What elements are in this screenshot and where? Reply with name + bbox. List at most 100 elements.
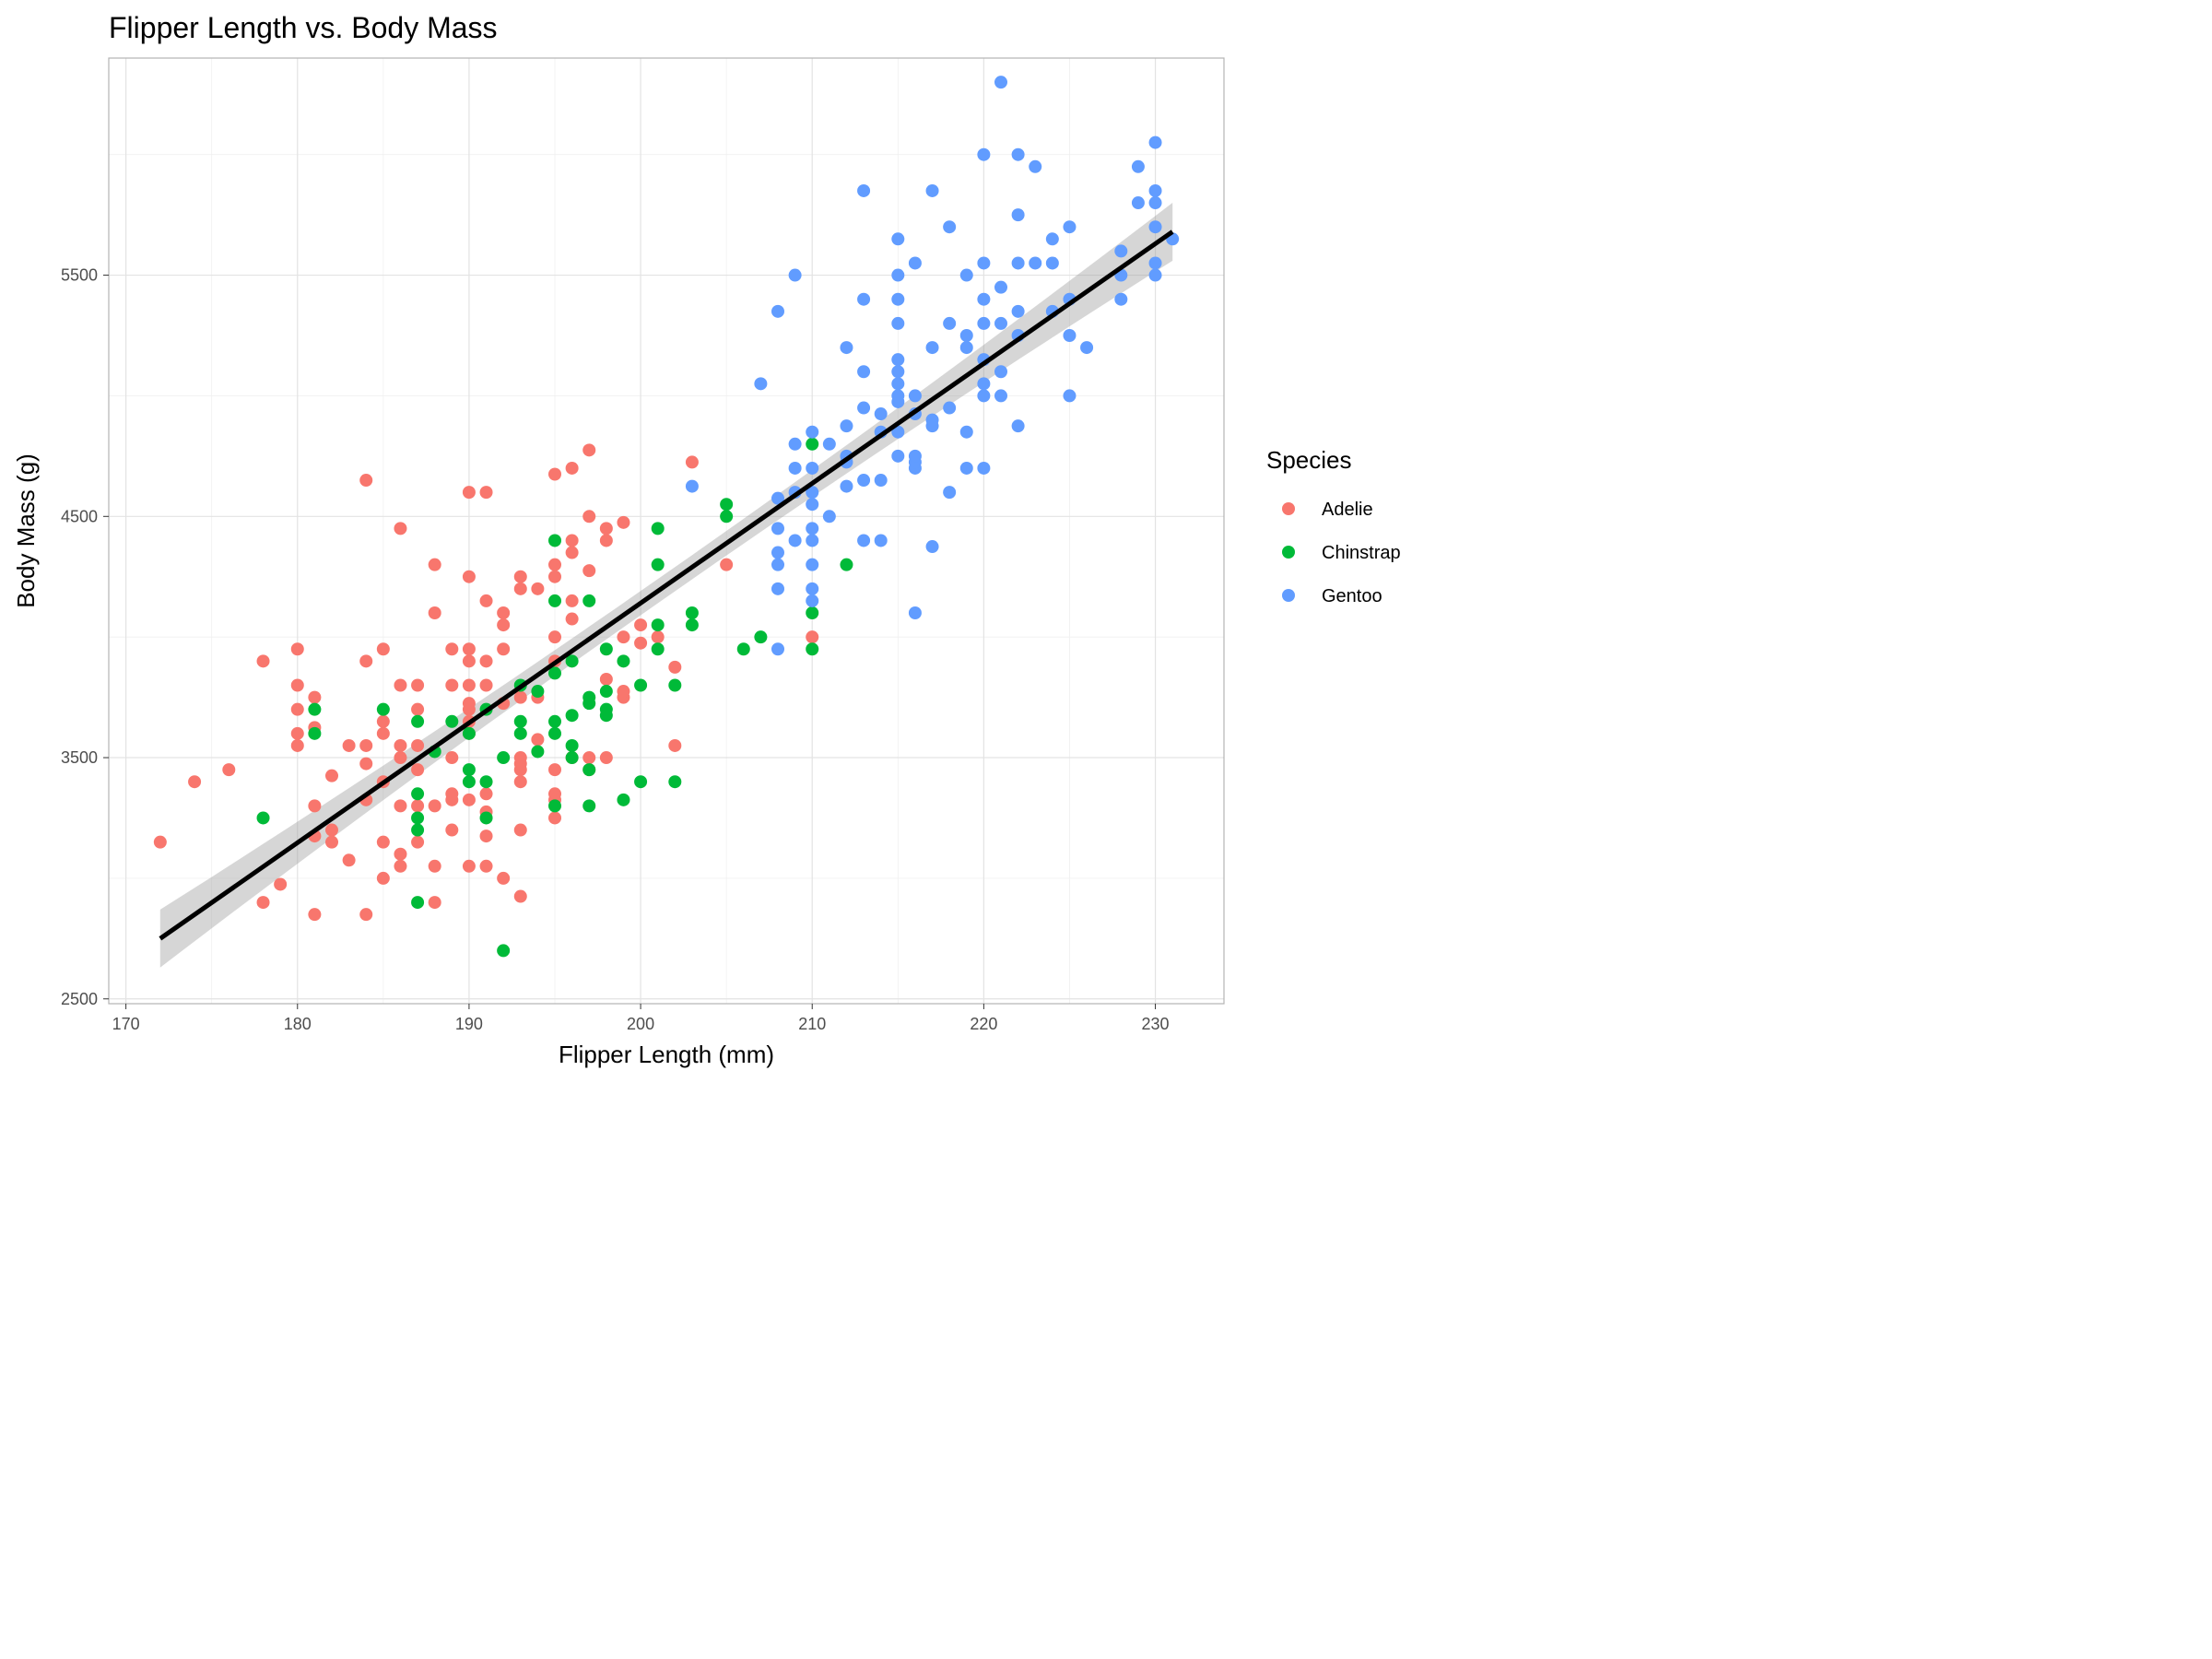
data-point-gentoo	[806, 594, 819, 607]
data-point-gentoo	[891, 365, 905, 379]
data-point-adelie	[479, 678, 493, 692]
data-point-chinstrap	[479, 811, 493, 825]
data-point-adelie	[153, 835, 167, 849]
data-point-adelie	[531, 582, 545, 595]
data-point-adelie	[445, 787, 459, 801]
data-point-chinstrap	[548, 799, 561, 813]
data-point-adelie	[497, 606, 511, 619]
data-point-gentoo	[977, 389, 991, 403]
legend-label-adelie: Adelie	[1322, 500, 1373, 520]
data-point-gentoo	[840, 341, 853, 355]
data-point-adelie	[548, 763, 561, 777]
data-point-adelie	[582, 443, 596, 457]
data-point-gentoo	[771, 558, 784, 571]
data-point-gentoo	[925, 540, 939, 554]
data-point-adelie	[462, 486, 476, 500]
data-point-adelie	[376, 726, 390, 740]
data-point-gentoo	[1045, 232, 1059, 246]
data-point-gentoo	[1114, 244, 1128, 258]
data-point-adelie	[806, 630, 819, 644]
data-point-chinstrap	[565, 738, 579, 752]
grid	[109, 58, 1224, 1004]
y-tick-label: 5500	[61, 266, 98, 285]
data-point-adelie	[325, 823, 338, 837]
data-point-chinstrap	[513, 714, 527, 728]
data-point-gentoo	[891, 316, 905, 330]
data-point-gentoo	[771, 491, 784, 505]
data-point-gentoo	[977, 316, 991, 330]
data-point-adelie	[497, 642, 511, 656]
data-point-adelie	[359, 757, 373, 771]
data-point-adelie	[274, 877, 288, 891]
data-point-adelie	[428, 799, 441, 813]
chart-title: Flipper Length vs. Body Mass	[109, 11, 498, 44]
data-point-adelie	[651, 630, 665, 644]
data-point-gentoo	[959, 328, 973, 342]
data-point-gentoo	[1011, 147, 1025, 161]
data-point-gentoo	[1045, 256, 1059, 270]
data-point-gentoo	[977, 256, 991, 270]
data-point-gentoo	[1011, 419, 1025, 433]
data-point-gentoo	[891, 449, 905, 463]
data-point-gentoo	[977, 377, 991, 391]
data-point-chinstrap	[754, 630, 768, 644]
data-point-chinstrap	[565, 654, 579, 668]
x-tick-label: 180	[284, 1015, 312, 1033]
x-tick-label: 230	[1142, 1015, 1170, 1033]
data-point-chinstrap	[497, 944, 511, 958]
data-point-chinstrap	[651, 558, 665, 571]
data-point-adelie	[513, 570, 527, 583]
data-point-gentoo	[1114, 292, 1128, 306]
data-point-gentoo	[1131, 196, 1145, 210]
scatter-chart: Flipper Length vs. Body Mass 170 180 190 20…	[0, 0, 1430, 1073]
data-point-gentoo	[1063, 389, 1077, 403]
data-point-adelie	[634, 618, 648, 632]
legend-title: Species	[1266, 446, 1352, 474]
data-point-chinstrap	[462, 775, 476, 789]
data-point-gentoo	[1148, 196, 1162, 210]
data-point-adelie	[513, 582, 527, 595]
data-point-gentoo	[891, 292, 905, 306]
data-point-adelie	[513, 823, 527, 837]
data-point-gentoo	[977, 461, 991, 475]
data-point-adelie	[617, 630, 630, 644]
data-point-gentoo	[891, 353, 905, 367]
data-point-adelie	[188, 775, 202, 789]
data-point-gentoo	[857, 534, 871, 547]
data-point-gentoo	[840, 419, 853, 433]
data-point-gentoo	[788, 461, 802, 475]
data-point-chinstrap	[411, 896, 425, 910]
data-point-gentoo	[788, 437, 802, 451]
data-point-adelie	[479, 594, 493, 607]
data-point-gentoo	[685, 479, 699, 493]
data-point-adelie	[359, 738, 373, 752]
data-point-chinstrap	[582, 799, 596, 813]
data-point-adelie	[411, 763, 425, 777]
data-point-chinstrap	[582, 763, 596, 777]
data-point-adelie	[668, 738, 682, 752]
data-point-chinstrap	[582, 690, 596, 704]
data-point-gentoo	[874, 534, 888, 547]
data-point-gentoo	[1063, 328, 1077, 342]
legend-label-gentoo: Gentoo	[1322, 586, 1382, 606]
data-point-adelie	[359, 474, 373, 488]
data-point-adelie	[531, 733, 545, 747]
data-point-adelie	[256, 896, 270, 910]
data-point-gentoo	[806, 425, 819, 439]
y-tick-label: 2500	[61, 990, 98, 1008]
data-point-gentoo	[806, 582, 819, 595]
data-point-gentoo	[959, 341, 973, 355]
data-point-adelie	[548, 558, 561, 571]
data-point-gentoo	[943, 401, 957, 415]
data-point-gentoo	[977, 147, 991, 161]
data-point-adelie	[256, 654, 270, 668]
data-point-adelie	[376, 871, 390, 885]
data-point-adelie	[325, 769, 338, 782]
data-point-adelie	[222, 763, 236, 777]
data-point-gentoo	[908, 449, 922, 463]
data-point-gentoo	[822, 437, 836, 451]
x-tick-label: 220	[970, 1015, 997, 1033]
data-point-gentoo	[908, 256, 922, 270]
data-point-adelie	[685, 455, 699, 469]
data-point-adelie	[290, 678, 304, 692]
